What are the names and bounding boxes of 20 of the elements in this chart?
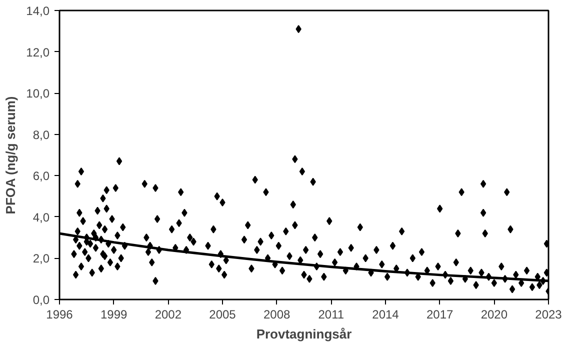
x-tick-label: 2023 — [535, 308, 562, 322]
x-tick-label: 2017 — [426, 308, 454, 322]
y-tick-label: 10,0 — [26, 86, 50, 101]
x-tick-label: 1999 — [100, 308, 128, 322]
x-tick-label: 2014 — [372, 308, 400, 322]
y-tick-label: 6,0 — [32, 169, 50, 184]
x-axis-title: Provtagningsår — [256, 326, 352, 342]
y-tick-label: 8,0 — [32, 128, 50, 142]
x-tick-label: 2020 — [480, 308, 508, 322]
y-tick-label: 4,0 — [32, 210, 50, 224]
y-tick-label: 12,0 — [26, 45, 50, 60]
x-tick-label: 2002 — [154, 308, 182, 322]
y-tick-label: 14,0 — [26, 4, 50, 18]
x-tick-label: 2011 — [318, 308, 344, 322]
x-tick-label: 1996 — [46, 308, 74, 322]
y-axis-title: PFOA (ng/g serum) — [3, 96, 18, 214]
y-tick-label: 0,0 — [32, 293, 50, 307]
x-tick-label: 2008 — [263, 308, 291, 322]
y-tick-label: 2,0 — [32, 252, 50, 266]
x-tick-label: 2005 — [209, 308, 236, 322]
